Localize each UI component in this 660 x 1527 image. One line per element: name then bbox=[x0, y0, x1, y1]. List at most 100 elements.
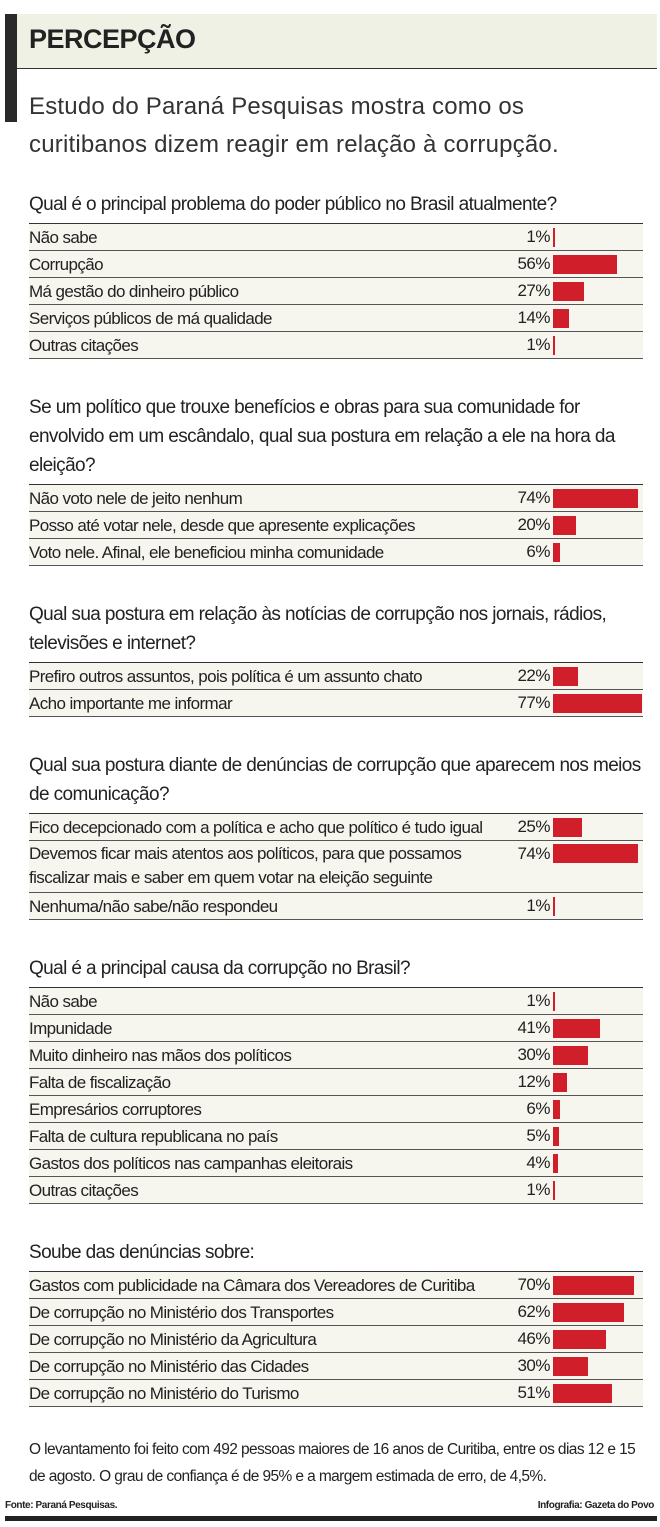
answer-value: 74% bbox=[517, 488, 550, 507]
bar bbox=[553, 1356, 588, 1376]
chart-section: Qual sua postura diante de denúncias de … bbox=[29, 751, 643, 920]
answer-value: 46% bbox=[517, 1329, 550, 1348]
subtitle: Estudo do Paraná Pesquisas mostra como o… bbox=[29, 93, 559, 158]
bar bbox=[553, 1045, 588, 1065]
answer-value: 4% bbox=[526, 1153, 550, 1172]
bar bbox=[553, 1099, 560, 1119]
answer-value: 1% bbox=[526, 335, 550, 354]
bar-track bbox=[553, 844, 643, 863]
bar-track bbox=[553, 1099, 643, 1119]
answer-row: Gastos com publicidade na Câmara dos Ver… bbox=[29, 1272, 643, 1299]
answer-label: Outras citações bbox=[29, 1180, 139, 1200]
accent-bar bbox=[5, 14, 17, 122]
answer-value: 1% bbox=[526, 991, 550, 1010]
bar bbox=[553, 817, 582, 837]
answer-row: Impunidade 41% bbox=[29, 1015, 643, 1042]
answer-value: 14% bbox=[517, 308, 550, 327]
answer-table: Não sabe 1% Corrupção 56% Má gestão do dinhe… bbox=[29, 223, 643, 359]
answer-row: Acho importante me informar 77% bbox=[29, 690, 643, 717]
bar-track bbox=[553, 1072, 643, 1092]
answer-row: De corrupção no Ministério do Turismo 51% bbox=[29, 1380, 643, 1407]
answer-value: 41% bbox=[517, 1018, 550, 1037]
answer-value: 27% bbox=[517, 281, 550, 300]
answer-value: 30% bbox=[517, 1356, 550, 1375]
bar bbox=[553, 281, 585, 301]
answer-label: Gastos dos políticos nas campanhas eleit… bbox=[29, 1153, 353, 1173]
bar bbox=[553, 991, 555, 1011]
answer-table: Fico decepcionado com a política e acho … bbox=[29, 813, 643, 920]
credit: Infografia: Gazeta do Povo bbox=[537, 1500, 655, 1511]
bar bbox=[553, 542, 560, 562]
answer-value: 6% bbox=[526, 542, 550, 561]
question-title: Qual sua postura diante de denúncias de … bbox=[29, 755, 641, 805]
answer-label: De corrupção no Ministério das Cidades bbox=[29, 1356, 309, 1376]
answer-label: Nenhuma/não sabe/não respondeu bbox=[29, 896, 278, 916]
answer-value: 12% bbox=[517, 1072, 550, 1091]
bar bbox=[553, 1153, 558, 1173]
bar-track bbox=[553, 1302, 643, 1322]
answer-value: 6% bbox=[526, 1099, 550, 1118]
chart-section: Qual é a principal causa da corrupção no… bbox=[29, 954, 643, 1204]
answer-value: 22% bbox=[517, 666, 550, 685]
bar bbox=[553, 488, 639, 508]
bar-track bbox=[553, 542, 643, 562]
chart-section: Qual sua postura em relação às notícias … bbox=[29, 600, 643, 717]
answer-value: 77% bbox=[517, 693, 550, 712]
bar-track bbox=[553, 488, 643, 508]
answer-row: Corrupção 56% bbox=[29, 251, 643, 278]
answer-row: Gastos dos políticos nas campanhas eleit… bbox=[29, 1150, 643, 1177]
answer-table: Não sabe 1% Impunidade 41% Muito dinheiro na… bbox=[29, 987, 643, 1204]
chart-section: Soube das denúncias sobre: Gastos com pub… bbox=[29, 1238, 643, 1407]
answer-label: Corrupção bbox=[29, 254, 104, 274]
bar-track bbox=[553, 335, 643, 355]
methodology-note: O levantamento foi feito com 492 pessoas… bbox=[29, 1441, 636, 1485]
source: Fonte: Paraná Pesquisas. bbox=[5, 1500, 118, 1511]
answer-value: 20% bbox=[517, 515, 550, 534]
bar bbox=[553, 308, 570, 328]
bar-track bbox=[553, 1329, 643, 1349]
bar-track bbox=[553, 1045, 643, 1065]
answer-label: De corrupção no Ministério dos Transport… bbox=[29, 1302, 334, 1322]
answer-row: Muito dinheiro nas mãos dos políticos 30% bbox=[29, 1042, 643, 1069]
answer-row: Prefiro outros assuntos, pois política é… bbox=[29, 663, 643, 690]
bottom-rule bbox=[5, 1516, 657, 1521]
bar-track bbox=[553, 1018, 643, 1038]
bar bbox=[553, 515, 576, 535]
answer-label: Empresários corruptores bbox=[29, 1099, 202, 1119]
answer-label: Gastos com publicidade na Câmara dos Ver… bbox=[29, 1275, 475, 1295]
answer-value: 56% bbox=[517, 254, 550, 273]
bar-track bbox=[553, 308, 643, 328]
answer-row: Não sabe 1% bbox=[29, 224, 643, 251]
question-title: Qual é a principal causa da corrupção no… bbox=[29, 958, 411, 979]
bar-track bbox=[553, 1126, 643, 1146]
answer-value: 62% bbox=[517, 1302, 550, 1321]
bar bbox=[553, 1329, 606, 1349]
answer-row: Falta de cultura republicana no país 5% bbox=[29, 1123, 643, 1150]
answer-row: Falta de fiscalização 12% bbox=[29, 1069, 643, 1096]
chart-section: Qual é o principal problema do poder púb… bbox=[29, 190, 643, 359]
answer-row: Nenhuma/não sabe/não respondeu 1% bbox=[29, 893, 643, 920]
bar-track bbox=[553, 1275, 643, 1295]
bar bbox=[553, 896, 555, 916]
answer-label: Não sabe bbox=[29, 991, 98, 1011]
answer-row: Outras citações 1% bbox=[29, 332, 643, 359]
answer-label: De corrupção no Ministério do Turismo bbox=[29, 1383, 299, 1403]
answer-table: Não voto nele de jeito nenhum 74% Posso at… bbox=[29, 484, 643, 566]
bar bbox=[553, 227, 555, 247]
bar-track bbox=[553, 817, 643, 837]
answer-row: Não sabe 1% bbox=[29, 988, 643, 1015]
bar bbox=[553, 693, 642, 713]
answer-row: Voto nele. Afinal, ele beneficiou minha … bbox=[29, 539, 643, 566]
answer-label: Fico decepcionado com a política e acho … bbox=[29, 817, 483, 837]
answer-row: Outras citações 1% bbox=[29, 1177, 643, 1204]
answer-row: Fico decepcionado com a política e acho … bbox=[29, 814, 643, 841]
bar-track bbox=[553, 666, 643, 686]
bar bbox=[553, 335, 555, 355]
question-title: Qual é o principal problema do poder púb… bbox=[29, 194, 557, 215]
answer-value: 5% bbox=[526, 1126, 550, 1145]
answer-label: Outras citações bbox=[29, 335, 139, 355]
answer-label: Não sabe bbox=[29, 227, 98, 247]
answer-value: 1% bbox=[526, 896, 550, 915]
answer-label: Voto nele. Afinal, ele beneficiou minha … bbox=[29, 542, 384, 562]
bar bbox=[553, 844, 639, 863]
